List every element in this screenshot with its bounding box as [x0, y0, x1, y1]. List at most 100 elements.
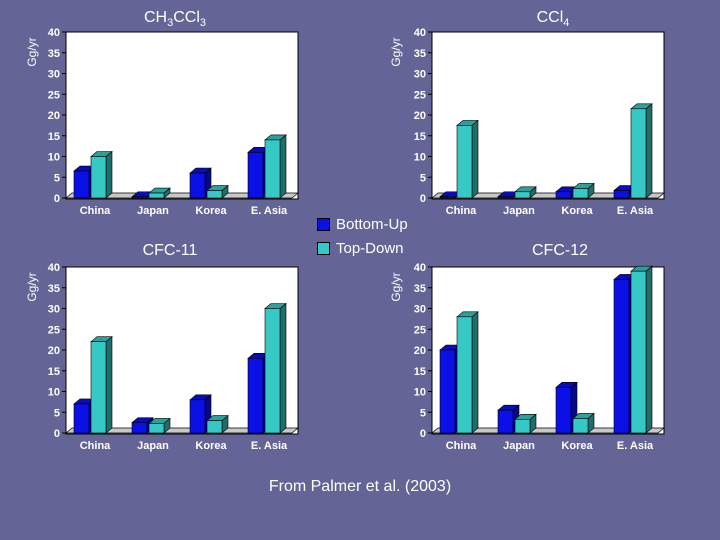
x-tick-label: Korea — [195, 440, 227, 452]
bar-top-down-china — [456, 311, 479, 434]
bar-side — [105, 150, 113, 199]
bar-top-down-e-asia — [264, 134, 287, 199]
y-tick-label: 30 — [414, 69, 426, 81]
y-tick-label: 25 — [414, 324, 426, 336]
y-axis-label: Gg/yr — [389, 272, 403, 301]
y-tick-label: 0 — [420, 193, 426, 205]
y-tick-label: 5 — [420, 172, 426, 184]
bar-front — [613, 279, 630, 434]
bar-front — [555, 191, 572, 199]
x-tick-label: China — [446, 205, 477, 217]
y-tick-label: 15 — [48, 131, 60, 143]
bar-top-down-japan — [514, 186, 537, 199]
bar-side — [279, 134, 287, 199]
bar-top-down-korea — [572, 182, 595, 199]
y-tick-label: 20 — [414, 110, 426, 122]
y-tick-label: 5 — [54, 172, 60, 184]
y-tick-label: 0 — [54, 428, 60, 440]
bar-side — [105, 336, 113, 434]
bar-front — [189, 172, 206, 199]
y-tick-label: 5 — [54, 407, 60, 419]
x-tick-label: Japan — [137, 440, 169, 452]
bar-top-down-japan — [148, 187, 171, 199]
bar-top-down-china — [90, 150, 113, 199]
y-tick-label: 20 — [414, 345, 426, 357]
y-tick-label: 30 — [48, 69, 60, 81]
x-tick-label: E. Asia — [617, 205, 654, 217]
bar-front — [131, 422, 148, 434]
bar-front — [572, 188, 589, 199]
y-tick-label: 25 — [48, 89, 60, 101]
bar-front — [630, 108, 647, 199]
x-tick-label: China — [80, 440, 111, 452]
bar-front — [555, 387, 572, 434]
y-tick-label: 40 — [48, 27, 60, 39]
chart-title: CCl4 — [537, 9, 570, 29]
bar-front — [514, 191, 531, 199]
y-tick-label: 30 — [414, 304, 426, 316]
y-tick-label: 35 — [48, 283, 60, 295]
bar-front — [439, 196, 456, 199]
y-tick-label: 25 — [48, 324, 60, 336]
y-tick-label: 10 — [48, 387, 60, 399]
bar-top-down-korea — [572, 412, 595, 434]
bar-side — [279, 302, 287, 434]
y-tick-label: 15 — [414, 131, 426, 143]
x-tick-label: Japan — [503, 440, 535, 452]
bar-top-down-e-asia — [630, 103, 653, 199]
chart-panel-3: CFC-11 Gg/yr 0 5 10 15 20 25 30 35 40 China Japan Kor… — [25, 242, 299, 452]
bar-front — [148, 192, 165, 199]
bar-front — [206, 190, 223, 199]
legend-item-top-down: Top-Down — [317, 236, 408, 260]
legend-item-bottom-up: Bottom-Up — [317, 212, 408, 236]
y-tick-label: 10 — [48, 152, 60, 164]
y-tick-label: 30 — [48, 304, 60, 316]
bar-top-down-china — [456, 119, 479, 199]
bar-side — [645, 103, 653, 199]
x-tick-label: Japan — [137, 205, 169, 217]
bar-front — [456, 125, 473, 199]
y-tick-label: 25 — [414, 89, 426, 101]
bar-top-down-e-asia — [264, 302, 287, 434]
y-tick-label: 35 — [414, 48, 426, 60]
x-tick-label: China — [446, 440, 477, 452]
chart-panel-1: CH3CCl3 Gg/yr 0 5 10 15 20 25 30 35 40 China Japan Ko… — [25, 9, 299, 217]
chart-title: CFC-12 — [532, 242, 588, 259]
x-tick-label: E. Asia — [251, 440, 288, 452]
legend-swatch-bottom-up — [317, 217, 330, 231]
chart-title: CH3CCl3 — [144, 9, 206, 29]
y-tick-label: 0 — [54, 193, 60, 205]
bar-front — [514, 419, 531, 434]
x-tick-label: China — [80, 205, 111, 217]
y-tick-label: 10 — [414, 387, 426, 399]
x-tick-label: E. Asia — [617, 440, 654, 452]
bar-top-down-japan — [148, 417, 171, 434]
bar-front — [264, 139, 281, 199]
bar-front — [247, 152, 264, 199]
bar-front — [131, 196, 148, 199]
legend-label-bottom-up: Bottom-Up — [336, 215, 408, 233]
legend: Bottom-Up Top-Down — [317, 212, 408, 260]
y-tick-label: 40 — [414, 262, 426, 274]
y-tick-label: 40 — [414, 27, 426, 39]
x-tick-label: Korea — [561, 205, 593, 217]
y-tick-label: 15 — [414, 366, 426, 378]
chart-panel-2: CCl4 Gg/yr 0 5 10 15 20 25 30 35 40 China Japan Korea… — [389, 9, 665, 217]
bar-top-down-e-asia — [630, 265, 653, 434]
y-tick-label: 20 — [48, 345, 60, 357]
x-tick-label: Japan — [503, 205, 535, 217]
bar-side — [471, 311, 479, 434]
bar-side — [645, 265, 653, 434]
legend-label-top-down: Top-Down — [336, 239, 404, 257]
bar-front — [497, 196, 514, 199]
x-tick-label: Korea — [195, 205, 227, 217]
bar-front — [90, 156, 107, 199]
bar-front — [572, 418, 589, 434]
legend-swatch-top-down — [317, 241, 330, 255]
y-tick-label: 10 — [414, 152, 426, 164]
y-tick-label: 5 — [420, 407, 426, 419]
y-tick-label: 0 — [420, 428, 426, 440]
source-citation: From Palmer et al. (2003) — [268, 478, 452, 495]
bar-front — [497, 409, 514, 434]
